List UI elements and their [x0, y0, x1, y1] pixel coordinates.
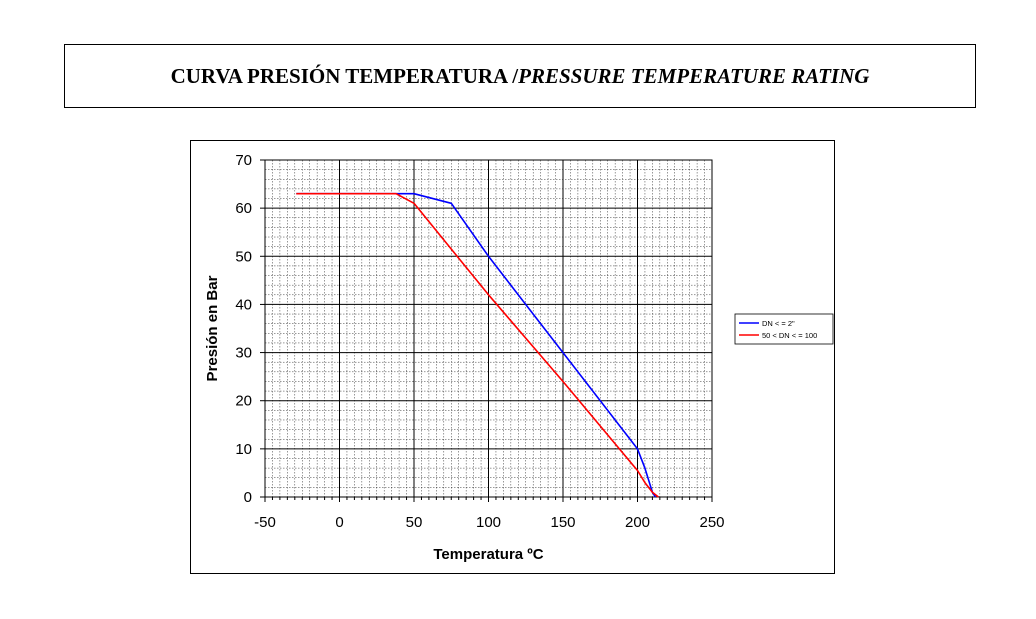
x-tick-label: 50 [406, 514, 423, 531]
x-axis-label: Temperatura ºC [433, 546, 543, 563]
legend-label-1: DN < = 2" [762, 319, 795, 328]
title-english: PRESSURE TEMPERATURE RATING [518, 63, 870, 88]
pressure-temperature-chart: -50 0 50 100 150 200 250010203040506070Tempera… [204, 152, 834, 563]
x-tick-label: 250 [699, 514, 724, 531]
page-title: CURVA PRESIÓN TEMPERATURA / PRESSURE TEM… [64, 44, 976, 108]
series-line-1 [296, 192, 657, 498]
y-tick-label: 50 [235, 248, 252, 265]
y-tick-label: 60 [235, 200, 252, 217]
y-tick-label: 70 [235, 152, 252, 169]
y-tick-label: 40 [235, 296, 252, 313]
y-tick-label: 0 [244, 489, 252, 506]
title-spanish: CURVA PRESIÓN TEMPERATURA / [170, 63, 519, 88]
legend-label-2: 50 < DN < = 100 [762, 331, 817, 340]
x-tick-label: 150 [550, 514, 575, 531]
legend-box [734, 313, 834, 345]
x-tick-label: -50 [254, 514, 276, 531]
y-axis-label: Presión en Bar [204, 275, 221, 381]
x-tick-label: 0 [335, 514, 343, 531]
y-tick-label: 30 [235, 345, 252, 362]
chart-frame: -50 0 50 100 150 200 250 0 10 20 30 40 50 60 70 Tempera… [190, 140, 835, 574]
series-line-2 [296, 192, 659, 498]
y-tick-label: 10 [235, 441, 252, 458]
y-tick-label: 20 [235, 393, 252, 410]
x-tick-label: 200 [625, 514, 650, 531]
x-tick-label: 100 [476, 514, 501, 531]
